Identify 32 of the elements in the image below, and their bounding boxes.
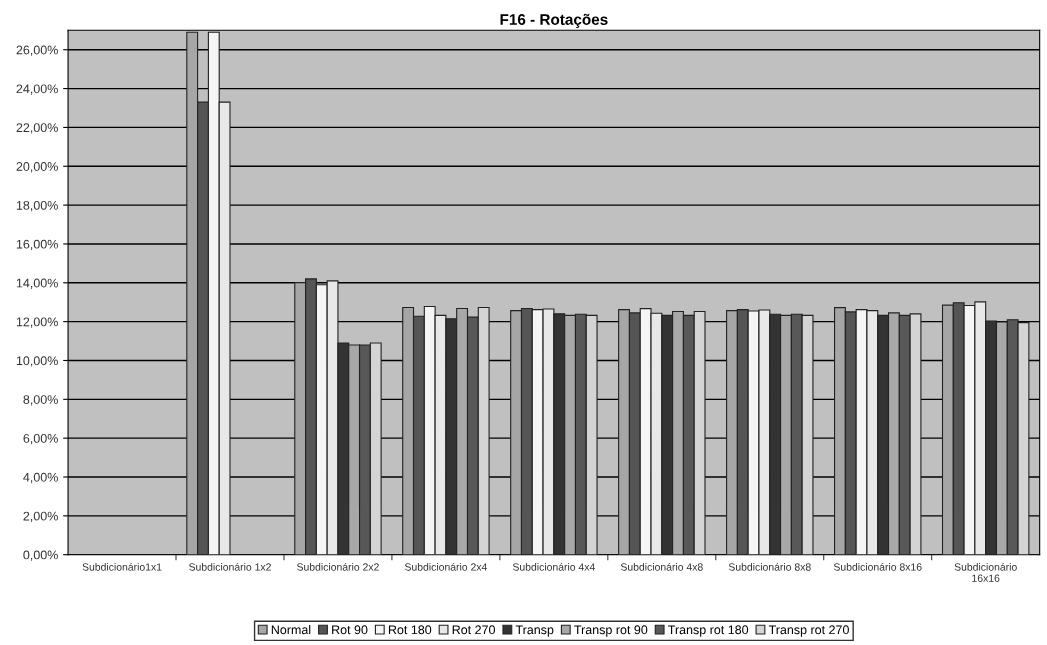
y-tick-label: 26,00% [16,45,58,56]
legend-label: Rot 180 [388,625,432,635]
x-tick-label: Subdicionário 8x8 [728,562,811,571]
y-tick-label: 20,00% [16,162,58,173]
y-tick-label: 10,00% [16,356,58,367]
y-tick-label: 8,00% [23,395,58,406]
x-tick-label: Subdicionário 16x16 [954,562,1017,582]
x-tick-label: Subdicionário 4x4 [512,562,595,571]
x-tick-label: Subdicionário 2x4 [404,562,488,571]
x-tick-label: Subdicionário 2x2 [297,562,379,571]
chart-title: F16 - Rotações [500,13,608,28]
legend-label: Transp rot 180 [668,625,749,637]
y-tick-label: 12,00% [16,317,58,328]
x-tick-label: Subdicionário 1x2 [189,562,271,571]
y-tick-label: 2,00% [23,511,58,522]
legend-label: Rot 270 [452,625,495,635]
y-tick-label: 16,00% [16,239,58,251]
legend-label: Transp [515,625,554,637]
y-tick-label: 22,00% [16,123,58,134]
legend-label: Rot 90 [332,625,368,635]
x-tick-label: Subdicionário 4x8 [620,562,703,571]
x-tick-label: Subdicionário1x1 [82,562,162,571]
legend-label: Transp rot 90 [574,625,648,637]
y-tick-label: 14,00% [16,278,58,289]
y-tick-label: 24,00% [16,84,58,95]
y-tick-label: 0,00% [23,550,58,561]
y-tick-label: 4,00% [23,472,58,484]
y-tick-label: 6,00% [23,433,58,445]
x-tick-label: Subdicionário 8x16 [833,562,922,571]
legend-label: Normal [271,625,311,635]
y-tick-label: 18,00% [16,200,58,212]
legend-label: Transp rot 270 [768,625,849,637]
